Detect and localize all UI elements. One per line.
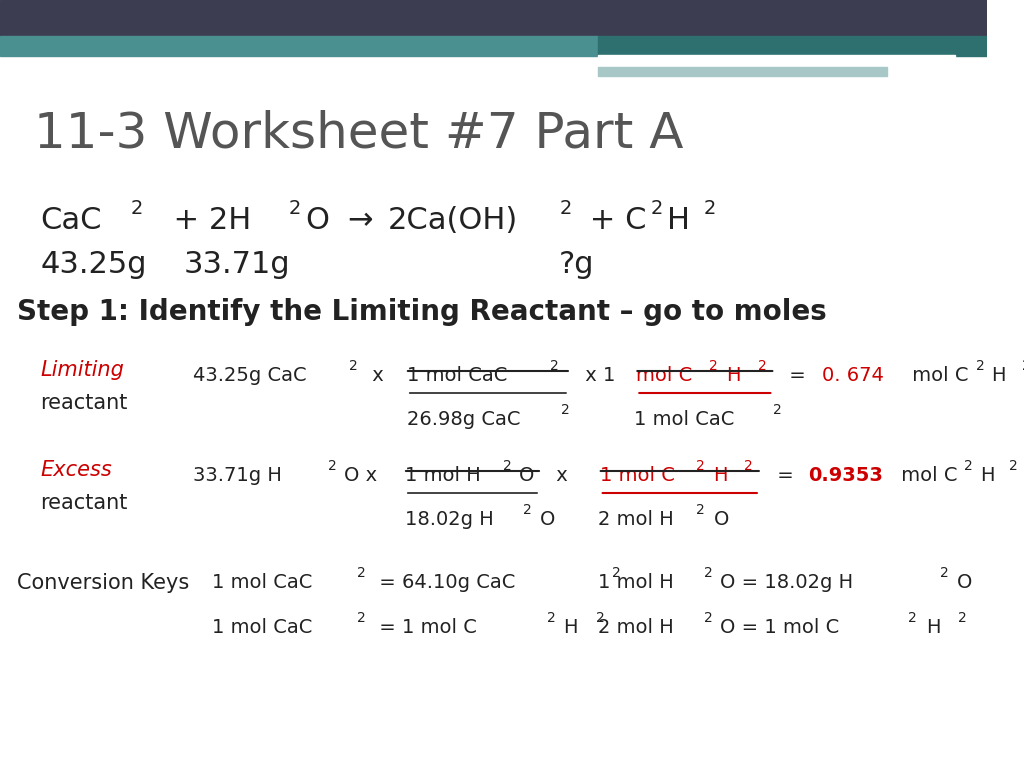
Text: O: O	[540, 510, 555, 529]
Text: 1 mol H: 1 mol H	[404, 466, 480, 485]
Text: H: H	[980, 466, 994, 485]
Text: 2: 2	[709, 359, 718, 373]
Text: 1 mol CaC: 1 mol CaC	[212, 618, 312, 637]
Text: 2: 2	[561, 403, 570, 417]
Text: x 1: x 1	[579, 366, 622, 385]
Text: 2: 2	[328, 459, 337, 473]
Text: Excess: Excess	[41, 460, 113, 480]
Text: 2: 2	[130, 199, 142, 218]
Text: 1 mol CaC: 1 mol CaC	[212, 573, 312, 592]
Text: O: O	[956, 573, 972, 592]
Text: 18.02g H: 18.02g H	[404, 510, 494, 529]
Text: 2 mol H: 2 mol H	[598, 510, 674, 529]
Text: H: H	[563, 618, 578, 637]
Text: 2: 2	[703, 611, 713, 625]
Bar	[0, 0, 987, 38]
Text: 2: 2	[696, 503, 705, 517]
Text: x: x	[550, 466, 573, 485]
Text: 1 mol C: 1 mol C	[600, 466, 675, 485]
Text: O = 1 mol C: O = 1 mol C	[720, 618, 840, 637]
Text: 2: 2	[289, 199, 301, 218]
Text: 2: 2	[550, 359, 558, 373]
Text: O: O	[519, 466, 535, 485]
Text: 2 mol H: 2 mol H	[598, 618, 674, 637]
Text: 2: 2	[965, 459, 973, 473]
Text: 2: 2	[958, 611, 968, 625]
Text: + C: + C	[581, 206, 647, 235]
Text: 2: 2	[349, 359, 357, 373]
Text: 1 mol CaC: 1 mol CaC	[407, 366, 507, 385]
Text: 2: 2	[758, 359, 767, 373]
Text: O: O	[714, 510, 729, 529]
Text: 43.25g: 43.25g	[41, 250, 147, 279]
Text: O = 18.02g H: O = 18.02g H	[720, 573, 853, 592]
Text: 2: 2	[651, 199, 664, 218]
Text: 2: 2	[744, 459, 753, 473]
Text: 2: 2	[356, 611, 366, 625]
Text: 0. 674: 0. 674	[821, 366, 884, 385]
Text: mol C: mol C	[895, 466, 957, 485]
Text: 1 mol CaC: 1 mol CaC	[635, 410, 735, 429]
Text: 2: 2	[908, 611, 918, 625]
Text: reactant: reactant	[41, 493, 128, 513]
Text: O x: O x	[344, 466, 384, 485]
Text: 2: 2	[596, 611, 604, 625]
Text: H: H	[714, 466, 728, 485]
Text: = 64.10g CaC: = 64.10g CaC	[373, 573, 515, 592]
Text: 1 mol H: 1 mol H	[598, 573, 674, 592]
Bar	[598, 36, 987, 56]
Text: 2: 2	[940, 566, 949, 580]
Text: 2: 2	[976, 359, 984, 373]
Text: 26.98g CaC: 26.98g CaC	[407, 410, 520, 429]
Text: 0.9353: 0.9353	[808, 466, 883, 485]
Text: 2Ca(OH): 2Ca(OH)	[388, 206, 518, 235]
Text: Step 1: Identify the Limiting Reactant – go to moles: Step 1: Identify the Limiting Reactant –…	[17, 298, 827, 326]
Text: 2: 2	[522, 503, 531, 517]
Bar	[598, 67, 887, 76]
Text: ?g: ?g	[559, 250, 595, 279]
Text: x: x	[367, 366, 390, 385]
Text: H: H	[726, 366, 740, 385]
Text: 2: 2	[703, 199, 716, 218]
Text: 2: 2	[612, 566, 621, 580]
Text: 2: 2	[703, 566, 713, 580]
Text: + 2H: + 2H	[155, 206, 252, 235]
Text: 2: 2	[356, 566, 366, 580]
Text: 43.25g CaC: 43.25g CaC	[193, 366, 306, 385]
Text: 2: 2	[504, 459, 512, 473]
Text: 33.71g: 33.71g	[183, 250, 290, 279]
Text: Limiting: Limiting	[41, 360, 124, 380]
Bar	[0, 36, 598, 56]
Text: 2: 2	[547, 611, 555, 625]
Text: CaC: CaC	[41, 206, 102, 235]
Text: O: O	[305, 206, 330, 235]
Text: 2: 2	[1009, 459, 1017, 473]
Text: H: H	[991, 366, 1006, 385]
Text: 2: 2	[1022, 359, 1024, 373]
Text: 2: 2	[559, 199, 571, 218]
Text: Conversion Keys: Conversion Keys	[17, 573, 189, 593]
Text: = 1 mol C: = 1 mol C	[373, 618, 477, 637]
Text: 2: 2	[773, 403, 782, 417]
Text: 2: 2	[696, 459, 705, 473]
Text: H: H	[926, 618, 940, 637]
Text: 11-3 Worksheet #7 Part A: 11-3 Worksheet #7 Part A	[34, 110, 683, 158]
Text: →: →	[347, 206, 373, 235]
Text: =: =	[771, 466, 801, 485]
Text: mol C: mol C	[906, 366, 969, 385]
Text: reactant: reactant	[41, 393, 128, 413]
Text: =: =	[783, 366, 812, 385]
Text: mol C: mol C	[636, 366, 692, 385]
Text: H: H	[668, 206, 690, 235]
Bar	[598, 55, 954, 66]
Text: 33.71g H: 33.71g H	[193, 466, 282, 485]
